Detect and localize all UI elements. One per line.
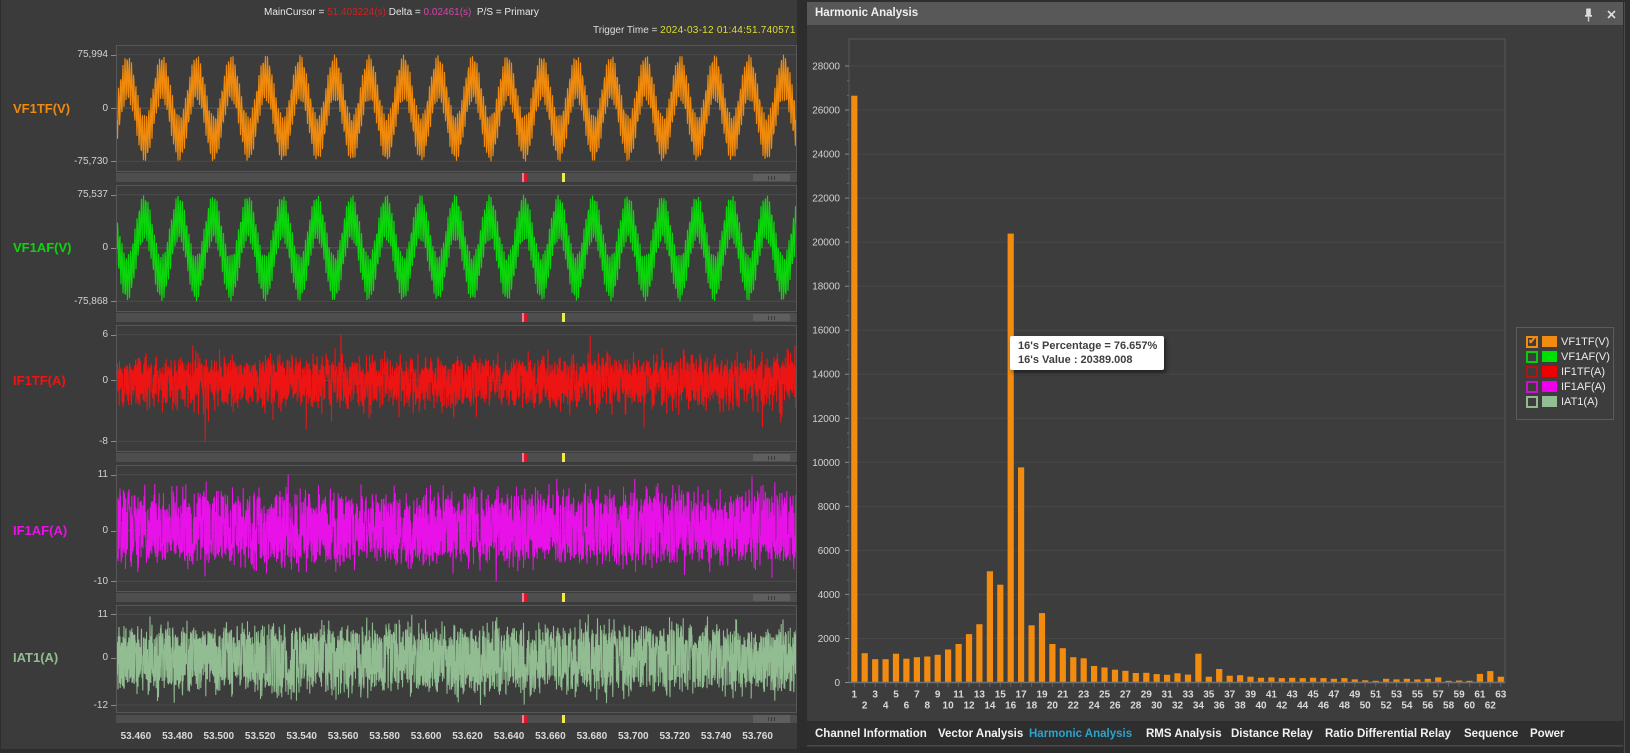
svg-text:14: 14 — [984, 701, 996, 712]
svg-text:38: 38 — [1235, 701, 1247, 712]
svg-text:22000: 22000 — [812, 194, 840, 205]
svg-text:22: 22 — [1068, 701, 1080, 712]
svg-text:49: 49 — [1349, 690, 1361, 701]
svg-text:61: 61 — [1474, 690, 1486, 701]
svg-text:24: 24 — [1089, 701, 1101, 712]
svg-text:27: 27 — [1120, 690, 1132, 701]
svg-text:5: 5 — [893, 690, 899, 701]
svg-text:9: 9 — [935, 690, 941, 701]
svg-text:2000: 2000 — [818, 634, 841, 645]
svg-text:57: 57 — [1433, 690, 1445, 701]
svg-text:12000: 12000 — [812, 414, 840, 425]
svg-text:29: 29 — [1141, 690, 1153, 701]
svg-text:8000: 8000 — [818, 502, 841, 513]
svg-text:3: 3 — [872, 690, 878, 701]
svg-text:35: 35 — [1203, 690, 1215, 701]
svg-text:13: 13 — [974, 690, 986, 701]
svg-text:18: 18 — [1026, 701, 1038, 712]
svg-text:44: 44 — [1297, 701, 1309, 712]
svg-text:23: 23 — [1078, 690, 1090, 701]
svg-text:20000: 20000 — [812, 238, 840, 249]
svg-text:26000: 26000 — [812, 106, 840, 117]
svg-text:6: 6 — [904, 701, 910, 712]
svg-text:8: 8 — [925, 701, 931, 712]
svg-text:2: 2 — [862, 701, 868, 712]
svg-text:14000: 14000 — [812, 370, 840, 381]
svg-text:39: 39 — [1245, 690, 1257, 701]
svg-text:34: 34 — [1193, 701, 1205, 712]
svg-text:33: 33 — [1182, 690, 1194, 701]
svg-text:54: 54 — [1401, 701, 1413, 712]
svg-text:59: 59 — [1454, 690, 1466, 701]
svg-text:51: 51 — [1370, 690, 1382, 701]
svg-text:37: 37 — [1224, 690, 1236, 701]
svg-text:4000: 4000 — [818, 590, 841, 601]
svg-text:16000: 16000 — [812, 326, 840, 337]
svg-text:60: 60 — [1464, 701, 1476, 712]
svg-text:4: 4 — [883, 701, 889, 712]
svg-text:43: 43 — [1287, 690, 1299, 701]
svg-text:42: 42 — [1276, 701, 1288, 712]
svg-text:11: 11 — [953, 690, 964, 701]
svg-text:63: 63 — [1495, 690, 1507, 701]
svg-text:18000: 18000 — [812, 282, 840, 293]
svg-text:1: 1 — [852, 690, 858, 701]
svg-text:40: 40 — [1255, 701, 1267, 712]
svg-text:25: 25 — [1099, 690, 1111, 701]
svg-text:41: 41 — [1266, 690, 1278, 701]
svg-text:15: 15 — [995, 690, 1007, 701]
svg-text:30: 30 — [1151, 701, 1163, 712]
svg-text:17: 17 — [1016, 690, 1028, 701]
svg-text:12: 12 — [963, 701, 975, 712]
svg-text:31: 31 — [1162, 690, 1174, 701]
svg-text:19: 19 — [1036, 690, 1048, 701]
svg-text:20: 20 — [1047, 701, 1059, 712]
svg-text:10: 10 — [943, 701, 955, 712]
svg-text:52: 52 — [1381, 701, 1393, 712]
svg-text:7: 7 — [914, 690, 920, 701]
svg-text:47: 47 — [1328, 690, 1340, 701]
svg-text:56: 56 — [1422, 701, 1434, 712]
svg-text:10000: 10000 — [812, 458, 840, 469]
svg-text:26: 26 — [1109, 701, 1121, 712]
svg-text:36: 36 — [1214, 701, 1226, 712]
svg-text:48: 48 — [1339, 701, 1351, 712]
svg-text:62: 62 — [1485, 701, 1497, 712]
svg-text:58: 58 — [1443, 701, 1455, 712]
svg-text:46: 46 — [1318, 701, 1330, 712]
svg-text:6000: 6000 — [818, 546, 841, 557]
svg-text:28000: 28000 — [812, 62, 840, 73]
svg-text:45: 45 — [1308, 690, 1320, 701]
svg-text:28: 28 — [1130, 701, 1142, 712]
svg-text:32: 32 — [1172, 701, 1184, 712]
svg-text:21: 21 — [1057, 690, 1069, 701]
svg-text:55: 55 — [1412, 690, 1424, 701]
svg-text:50: 50 — [1360, 701, 1372, 712]
svg-text:53: 53 — [1391, 690, 1403, 701]
svg-text:24000: 24000 — [812, 150, 840, 161]
svg-text:16: 16 — [1005, 701, 1017, 712]
svg-text:0: 0 — [834, 678, 840, 689]
